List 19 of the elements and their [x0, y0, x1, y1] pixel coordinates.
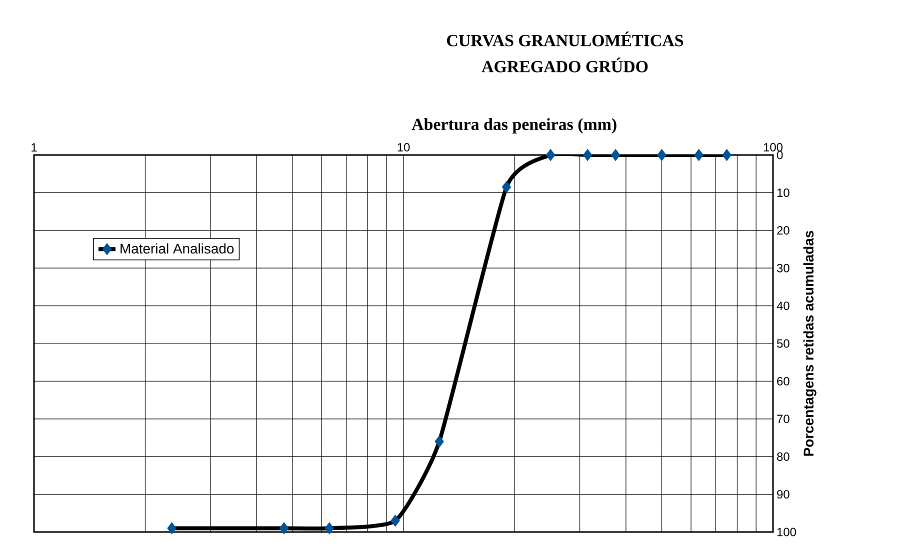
y-tick-label: 0 — [776, 150, 783, 160]
y-tick-label: 50 — [777, 339, 790, 348]
y-tick-label: 60 — [777, 376, 790, 386]
x-axis-title: Abertura das peneiras (mm) — [412, 118, 616, 134]
legend-label: Material Analisado — [120, 243, 234, 254]
chart-subtitle: AGREGADO GRÚDO — [482, 58, 648, 72]
y-tick-label: 70 — [777, 414, 790, 424]
chart-title: CURVAS GRANULOMÉTICAS — [447, 32, 684, 46]
y-tick-label: 80 — [777, 452, 790, 461]
y-tick-label: 90 — [777, 490, 790, 499]
y-tick-label: 10 — [777, 188, 790, 197]
y-tick-label: 30 — [776, 264, 790, 272]
y-tick-label: 40 — [776, 302, 790, 310]
x-tick-label: 100 — [764, 143, 783, 152]
y-tick-label: 100 — [777, 528, 796, 536]
x-tick-label: 1 — [32, 143, 37, 152]
y-axis-title: Porcentagens retidas acumuladas — [803, 230, 816, 456]
x-tick-label: 10 — [398, 143, 410, 152]
y-tick-label: 20 — [777, 226, 790, 235]
